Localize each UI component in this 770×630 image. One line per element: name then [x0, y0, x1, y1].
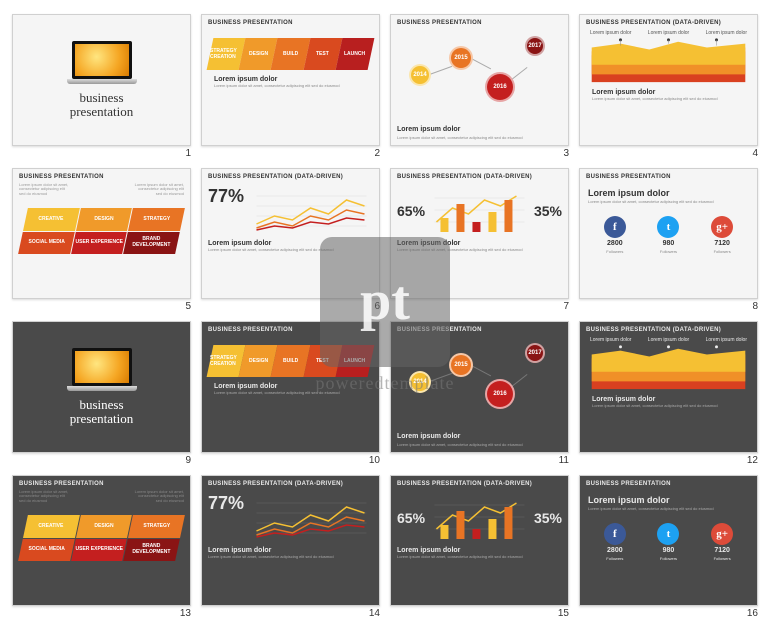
title-text: businesspresentation — [70, 91, 134, 118]
cell-16: BUSINESS PRESENTATION Lorem ipsum dolor … — [579, 475, 758, 621]
segment-row: STRATEGY CREATION DESIGN BUILD TEST LAUN… — [207, 38, 375, 70]
slide-7[interactable]: BUSINESS PRESENTATION (DATA-DRIVEN) 65% … — [390, 168, 569, 300]
slide-2[interactable]: BUSINESS PRESENTATION STRATEGY CREATION … — [201, 14, 380, 146]
percent-77: 77% — [208, 186, 244, 207]
slide-grid: businesspresentation 1 BUSINESS PRESENTA… — [0, 0, 770, 630]
grid-6: CREATIVE DESIGN STRATEGY SOCIAL MEDIA US… — [18, 208, 185, 254]
cell-11: BUSINESS PRESENTATION 2014 2015 2016 201… — [390, 321, 569, 467]
slide-header: BUSINESS PRESENTATION (DATA-DRIVEN) — [580, 15, 757, 28]
cell-9: businesspresentation 9 — [12, 321, 191, 467]
pct-65: 65% — [397, 203, 425, 219]
facebook-icon: f — [604, 523, 626, 545]
cell-3: BUSINESS PRESENTATION 2014 2015 2016 201… — [390, 14, 569, 160]
slide-6[interactable]: BUSINESS PRESENTATION (DATA-DRIVEN) 77% … — [201, 168, 380, 300]
cell-14: BUSINESS PRESENTATION (DATA-DRIVEN) 77% … — [201, 475, 380, 621]
lorem-title: Lorem ipsum dolor — [208, 76, 373, 83]
line-chart — [250, 186, 373, 236]
cell-15: BUSINESS PRESENTATION (DATA-DRIVEN) 65% … — [390, 475, 569, 621]
cell-2: BUSINESS PRESENTATION STRATEGY CREATION … — [201, 14, 380, 160]
slide-3[interactable]: BUSINESS PRESENTATION 2014 2015 2016 201… — [390, 14, 569, 146]
slide-number: 4 — [579, 146, 758, 160]
area-chart — [586, 343, 751, 391]
lorem-title: Lorem ipsum dolor — [391, 126, 568, 135]
slide-number: 3 — [390, 146, 569, 160]
slide-8[interactable]: BUSINESS PRESENTATION Lorem ipsum dolor … — [579, 168, 758, 300]
laptop-icon — [67, 41, 137, 87]
social-row: f2800Followers t980Followers g+7120Follo… — [588, 216, 749, 254]
laptop-icon — [67, 348, 137, 394]
combo-chart — [433, 493, 526, 543]
facebook-icon: f — [604, 216, 626, 238]
combo-chart — [433, 186, 526, 236]
cell-10: BUSINESS PRESENTATION STRATEGY CREATION … — [201, 321, 380, 467]
twitter-icon: t — [657, 523, 679, 545]
slide-5[interactable]: BUSINESS PRESENTATION Lorem ipsum dolor … — [12, 168, 191, 300]
slide-16[interactable]: BUSINESS PRESENTATION Lorem ipsum dolor … — [579, 475, 758, 607]
area-chart — [586, 36, 751, 84]
cell-8: BUSINESS PRESENTATION Lorem ipsum dolor … — [579, 168, 758, 314]
cell-13: BUSINESS PRESENTATION Lorem ipsum dolor … — [12, 475, 191, 621]
slide-4[interactable]: BUSINESS PRESENTATION (DATA-DRIVEN) Lore… — [579, 14, 758, 146]
gplus-icon: g+ — [711, 523, 733, 545]
line-chart — [250, 493, 373, 543]
slide-11[interactable]: BUSINESS PRESENTATION 2014 2015 2016 201… — [390, 321, 569, 453]
slide-1[interactable]: businesspresentation — [12, 14, 191, 146]
lorem-sub: Lorem ipsum dolor sit amet, consectetur … — [208, 83, 373, 90]
slide-header: BUSINESS PRESENTATION — [391, 15, 568, 28]
cell-1: businesspresentation 1 — [12, 14, 191, 160]
pct-35: 35% — [534, 203, 562, 219]
cell-12: BUSINESS PRESENTATION (DATA-DRIVEN) Lore… — [579, 321, 758, 467]
cell-4: BUSINESS PRESENTATION (DATA-DRIVEN) Lore… — [579, 14, 758, 160]
gplus-icon: g+ — [711, 216, 733, 238]
slide-13[interactable]: BUSINESS PRESENTATION Lorem ipsum dolor … — [12, 475, 191, 607]
cell-5: BUSINESS PRESENTATION Lorem ipsum dolor … — [12, 168, 191, 314]
slide-header: BUSINESS PRESENTATION — [202, 15, 379, 28]
slide-15[interactable]: BUSINESS PRESENTATION (DATA-DRIVEN) 65% … — [390, 475, 569, 607]
slide-9[interactable]: businesspresentation — [12, 321, 191, 453]
slide-14[interactable]: BUSINESS PRESENTATION (DATA-DRIVEN) 77% … — [201, 475, 380, 607]
cell-7: BUSINESS PRESENTATION (DATA-DRIVEN) 65% … — [390, 168, 569, 314]
slide-12[interactable]: BUSINESS PRESENTATION (DATA-DRIVEN) Lore… — [579, 321, 758, 453]
slide-number: 1 — [12, 146, 191, 160]
twitter-icon: t — [657, 216, 679, 238]
slide-10[interactable]: BUSINESS PRESENTATION STRATEGY CREATION … — [201, 321, 380, 453]
slide-number: 2 — [201, 146, 380, 160]
cell-6: BUSINESS PRESENTATION (DATA-DRIVEN) 77% … — [201, 168, 380, 314]
